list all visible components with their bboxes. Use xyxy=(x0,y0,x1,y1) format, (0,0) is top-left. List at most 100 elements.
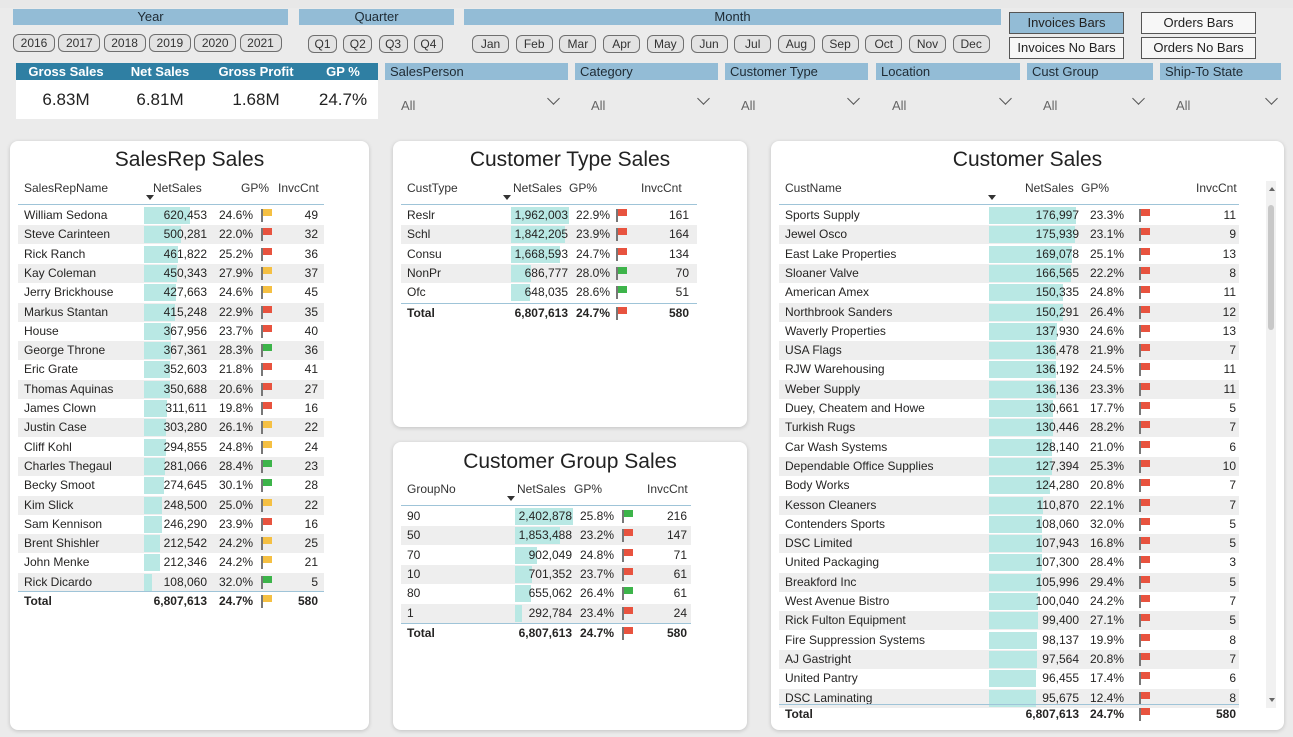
quarter-button-q4[interactable]: Q4 xyxy=(413,35,443,53)
month-button-sep[interactable]: Sep xyxy=(821,35,859,53)
table-row[interactable]: 50 1,853,488 23.2% 147 xyxy=(401,526,691,546)
table-row[interactable]: Thomas Aquinas 350,688 20.6% 27 xyxy=(18,379,324,399)
sort-descending-icon[interactable] xyxy=(988,195,996,200)
scroll-up-icon[interactable] xyxy=(1269,187,1275,191)
table-row[interactable]: James Clown 311,611 19.8% 16 xyxy=(18,399,324,418)
table-row[interactable]: USA Flags 136,478 21.9% 7 xyxy=(779,341,1239,361)
table-row[interactable]: Rick Fulton Equipment 99,400 27.1% 5 xyxy=(779,611,1239,631)
scrollbar-thumb[interactable] xyxy=(1268,205,1274,330)
month-button-apr[interactable]: Apr xyxy=(603,35,641,53)
custgroup-header-name[interactable]: GroupNo xyxy=(407,482,456,496)
table-row[interactable]: Sports Supply 176,997 23.3% 11 xyxy=(779,206,1239,225)
table-row[interactable]: Kesson Cleaners 110,870 22.1% 7 xyxy=(779,495,1239,515)
table-row[interactable]: RJW Warehousing 136,192 24.5% 11 xyxy=(779,360,1239,379)
table-row[interactable]: Kim Slick 248,500 25.0% 22 xyxy=(18,495,324,515)
table-row[interactable]: John Menke 212,346 24.2% 21 xyxy=(18,553,324,572)
vertical-scrollbar[interactable] xyxy=(1266,181,1276,708)
table-row[interactable]: Waverly Properties 137,930 24.6% 13 xyxy=(779,322,1239,341)
quarter-button-q3[interactable]: Q3 xyxy=(378,35,408,53)
table-row[interactable]: 80 655,062 26.4% 61 xyxy=(401,584,691,603)
table-row[interactable]: Rick Dicardo 108,060 32.0% 5 xyxy=(18,572,324,592)
customer-header-invccnt[interactable]: InvcCnt xyxy=(1196,181,1237,195)
custtype-header-name[interactable]: CustType xyxy=(407,181,458,195)
customer-header-name[interactable]: CustName xyxy=(785,181,842,195)
table-row[interactable]: 70 902,049 24.8% 71 xyxy=(401,546,691,565)
sort-descending-icon[interactable] xyxy=(146,195,154,200)
table-row[interactable]: Sloaner Valve 166,565 22.2% 8 xyxy=(779,263,1239,283)
table-row[interactable]: Duey, Cheatem and Howe 130,661 17.7% 5 xyxy=(779,399,1239,418)
month-button-oct[interactable]: Oct xyxy=(865,35,903,53)
year-button-2019[interactable]: 2019 xyxy=(148,34,191,52)
year-button-2018[interactable]: 2018 xyxy=(103,34,146,52)
table-row[interactable]: Consu 1,668,593 24.7% 134 xyxy=(401,245,697,264)
custtype-header-netsales[interactable]: NetSales xyxy=(513,181,562,195)
table-row[interactable]: Breakford Inc 105,996 29.4% 5 xyxy=(779,572,1239,592)
salesrep-header-name[interactable]: SalesRepName xyxy=(24,181,109,195)
table-row[interactable]: East Lake Properties 169,078 25.1% 13 xyxy=(779,245,1239,264)
month-button-dec[interactable]: Dec xyxy=(952,35,990,53)
table-row[interactable]: DSC Limited 107,943 16.8% 5 xyxy=(779,534,1239,554)
month-button-mar[interactable]: Mar xyxy=(559,35,597,53)
table-row[interactable]: 1 292,784 23.4% 24 xyxy=(401,603,691,623)
year-button-2017[interactable]: 2017 xyxy=(58,34,101,52)
table-row[interactable]: NonPr 686,777 28.0% 70 xyxy=(401,263,697,283)
table-row[interactable]: Jerry Brickhouse 427,663 24.6% 45 xyxy=(18,283,324,302)
salesrep-header-invccnt[interactable]: InvcCnt xyxy=(278,181,319,195)
table-row[interactable]: AJ Gastright 97,564 20.8% 7 xyxy=(779,649,1239,669)
table-row[interactable]: Sam Kennison 246,290 23.9% 16 xyxy=(18,515,324,534)
table-row[interactable]: United Pantry 96,455 17.4% 6 xyxy=(779,669,1239,688)
table-row[interactable]: West Avenue Bistro 100,040 24.2% 7 xyxy=(779,592,1239,611)
month-button-jul[interactable]: Jul xyxy=(734,35,772,53)
month-button-jun[interactable]: Jun xyxy=(690,35,728,53)
sort-descending-icon[interactable] xyxy=(503,195,511,200)
quarter-button-q1[interactable]: Q1 xyxy=(308,35,337,53)
table-row[interactable]: Markus Stantan 415,248 22.9% 35 xyxy=(18,302,324,322)
month-button-nov[interactable]: Nov xyxy=(909,35,946,53)
year-button-2016[interactable]: 2016 xyxy=(13,34,55,52)
customer-header-gp[interactable]: GP% xyxy=(1081,181,1110,195)
table-row[interactable]: Body Works 124,280 20.8% 7 xyxy=(779,476,1239,495)
invoices-bars-button[interactable]: Invoices Bars xyxy=(1009,12,1124,34)
table-row[interactable]: Brent Shishler 212,542 24.2% 25 xyxy=(18,534,324,554)
category-dropdown[interactable]: All xyxy=(575,88,718,120)
invoices-no-bars-button[interactable]: Invoices No Bars xyxy=(1009,37,1124,59)
table-row[interactable]: Rick Ranch 461,822 25.2% 36 xyxy=(18,245,324,264)
table-row[interactable]: Kay Coleman 450,343 27.9% 37 xyxy=(18,263,324,283)
cust-group-dropdown[interactable]: All xyxy=(1027,88,1153,120)
year-button-2021[interactable]: 2021 xyxy=(239,34,282,52)
table-row[interactable]: Weber Supply 136,136 23.3% 11 xyxy=(779,379,1239,399)
table-row[interactable]: Turkish Rugs 130,446 28.2% 7 xyxy=(779,418,1239,438)
table-row[interactable]: Reslr 1,962,003 22.9% 161 xyxy=(401,206,697,225)
month-button-jan[interactable]: Jan xyxy=(472,35,509,53)
month-button-feb[interactable]: Feb xyxy=(515,35,553,53)
sort-descending-icon[interactable] xyxy=(507,496,515,501)
table-row[interactable]: Justin Case 303,280 26.1% 22 xyxy=(18,418,324,438)
custgroup-header-gp[interactable]: GP% xyxy=(574,482,603,496)
customer-header-netsales[interactable]: NetSales xyxy=(1025,181,1074,195)
location-dropdown[interactable]: All xyxy=(876,88,1020,120)
year-button-2020[interactable]: 2020 xyxy=(194,34,237,52)
custtype-header-gp[interactable]: GP% xyxy=(569,181,598,195)
table-row[interactable]: Car Wash Systems 128,140 21.0% 6 xyxy=(779,438,1239,457)
table-row[interactable]: United Packaging 107,300 28.4% 3 xyxy=(779,553,1239,572)
quarter-button-q2[interactable]: Q2 xyxy=(343,35,373,53)
month-button-may[interactable]: May xyxy=(646,35,684,53)
table-row[interactable]: Jewel Osco 175,939 23.1% 9 xyxy=(779,225,1239,245)
table-row[interactable]: Cliff Kohl 294,855 24.8% 24 xyxy=(18,438,324,457)
table-row[interactable]: DSC Laminating 95,675 12.4% 8 xyxy=(779,688,1239,708)
table-row[interactable]: American Amex 150,335 24.8% 11 xyxy=(779,283,1239,302)
table-row[interactable]: Fire Suppression Systems 98,137 19.9% 8 xyxy=(779,631,1239,650)
custtype-header-invccnt[interactable]: InvcCnt xyxy=(641,181,682,195)
table-row[interactable]: Dependable Office Supplies 127,394 25.3% 10 xyxy=(779,456,1239,476)
scroll-down-icon[interactable] xyxy=(1269,698,1275,702)
table-row[interactable]: William Sedona 620,453 24.6% 49 xyxy=(18,206,324,225)
ship-to-state-dropdown[interactable]: All xyxy=(1160,88,1286,120)
month-button-aug[interactable]: Aug xyxy=(777,35,815,53)
salesrep-header-netsales[interactable]: NetSales xyxy=(153,181,202,195)
table-row[interactable]: Northbrook Sanders 150,291 26.4% 12 xyxy=(779,302,1239,322)
table-row[interactable]: Schl 1,842,205 23.9% 164 xyxy=(401,225,697,245)
table-row[interactable]: Eric Grate 352,603 21.8% 41 xyxy=(18,360,324,379)
custgroup-header-invccnt[interactable]: InvcCnt xyxy=(647,482,688,496)
salesrep-header-gp[interactable]: GP% xyxy=(241,181,270,195)
table-row[interactable]: Becky Smoot 274,645 30.1% 28 xyxy=(18,476,324,495)
